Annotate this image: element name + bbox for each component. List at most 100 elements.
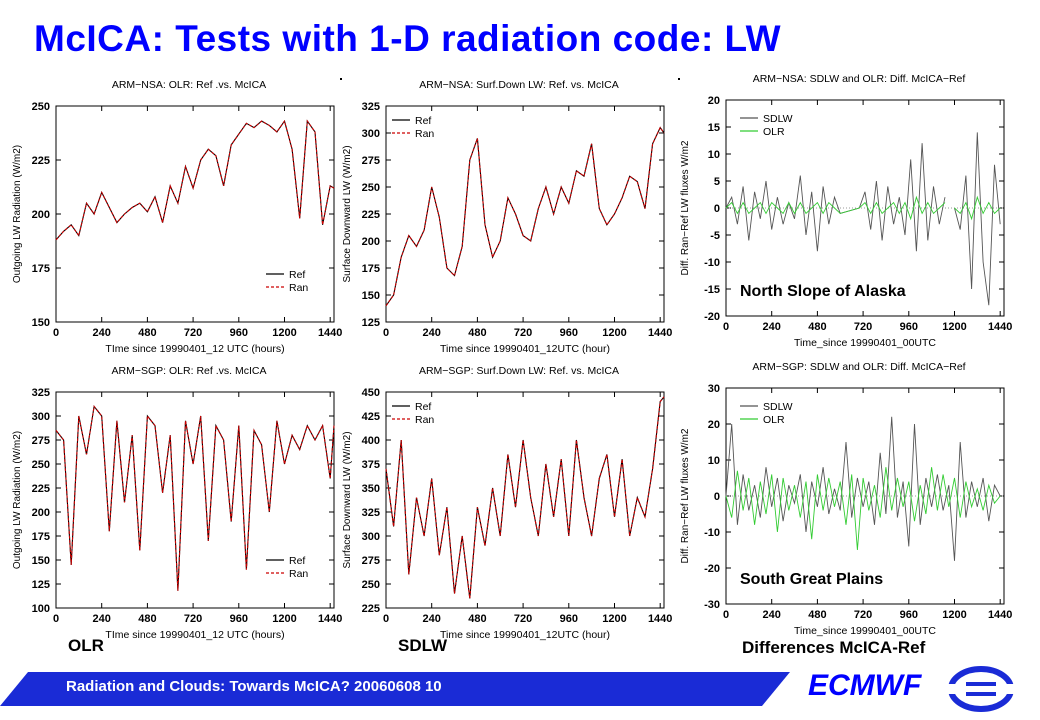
x-tick-label: 960 bbox=[900, 321, 918, 333]
legend-label-olr: OLR bbox=[763, 126, 785, 138]
chart-title: ARM−SGP: SDLW and OLR: Diff. McICA−Ref bbox=[752, 361, 965, 373]
x-tick-label: 480 bbox=[808, 321, 826, 333]
chart-title: ARM−SGP: OLR: Ref .vs. McICA bbox=[112, 365, 267, 377]
series-line-sdlw bbox=[725, 132, 1001, 306]
y-tick-label: 375 bbox=[362, 459, 380, 471]
y-tick-label: 10 bbox=[708, 455, 720, 467]
x-tick-label: 960 bbox=[560, 327, 578, 339]
y-tick-label: 200 bbox=[32, 209, 50, 221]
x-tick-label: 240 bbox=[93, 327, 111, 339]
chart-sgp-sdlw: ARM−SGP: Surf.Down LW: Ref. vs. McICA 0 24… bbox=[342, 365, 672, 641]
y-tick-label: 300 bbox=[362, 531, 380, 543]
x-tick-label: 720 bbox=[514, 327, 532, 339]
y-axis-label: Outgoing LW Radiation (W/m2) bbox=[12, 145, 23, 283]
series-line-olr bbox=[725, 195, 1001, 221]
separator-dot bbox=[678, 78, 680, 80]
series-line-ref bbox=[385, 126, 665, 307]
caption-sdlw: SDLW bbox=[398, 636, 448, 655]
legend-label-ran: Ran bbox=[415, 128, 434, 140]
slide-title: McICA: Tests with 1-D radiation code: LW bbox=[34, 18, 782, 59]
x-tick-label: 0 bbox=[723, 321, 729, 333]
y-tick-label: 325 bbox=[32, 387, 50, 399]
series-line-ran bbox=[55, 119, 335, 241]
x-tick-label: 0 bbox=[53, 613, 59, 625]
x-tick-label: 240 bbox=[423, 613, 441, 625]
x-tick-label: 720 bbox=[184, 613, 202, 625]
x-tick-label: 1440 bbox=[648, 613, 672, 625]
series-line-olr bbox=[725, 467, 1001, 551]
chart-panel-nsa-olr: ARM−NSA: OLR: Ref .vs. McICA 0 240 480 720 96… bbox=[6, 72, 346, 357]
y-tick-label: 225 bbox=[32, 155, 50, 167]
x-tick-label: 480 bbox=[138, 613, 156, 625]
series-line-ref bbox=[385, 396, 665, 599]
y-tick-label: 275 bbox=[32, 435, 50, 447]
y-tick-label: 400 bbox=[362, 435, 380, 447]
y-tick-label: 125 bbox=[32, 579, 50, 591]
x-tick-label: 0 bbox=[723, 609, 729, 621]
x-tick-label: 1440 bbox=[988, 321, 1012, 333]
x-tick-label: 1200 bbox=[942, 609, 966, 621]
series-line-ran bbox=[385, 126, 665, 307]
chart-title: ARM−NSA: Surf.Down LW: Ref. vs. McICA bbox=[419, 79, 618, 91]
y-tick-label: 0 bbox=[714, 491, 720, 503]
y-tick-label: 225 bbox=[32, 483, 50, 495]
y-tick-label: 450 bbox=[362, 387, 380, 399]
y-tick-label: 100 bbox=[32, 603, 50, 615]
x-tick-label: 240 bbox=[763, 609, 781, 621]
y-tick-label: -10 bbox=[704, 257, 720, 269]
chart-title: ARM−NSA: OLR: Ref .vs. McICA bbox=[112, 79, 266, 91]
chart-panel-sgp-diff: ARM−SGP: SDLW and OLR: Diff. McICA−Ref 0 2… bbox=[676, 354, 1016, 639]
x-tick-label: 0 bbox=[383, 613, 389, 625]
x-tick-label: 0 bbox=[53, 327, 59, 339]
y-tick-label: 300 bbox=[32, 411, 50, 423]
y-tick-label: 275 bbox=[362, 155, 380, 167]
y-axis-label: Diff. Ran−Ref LW fluxes W/m2 bbox=[680, 140, 691, 275]
y-tick-label: 0 bbox=[714, 203, 720, 215]
chart-panel-sgp-olr: ARM−SGP: OLR: Ref .vs. McICA 0 240 480 720 96… bbox=[6, 358, 346, 643]
chart-nsa-olr: ARM−NSA: OLR: Ref .vs. McICA 0 240 480 720 96… bbox=[12, 79, 342, 355]
y-tick-label: 10 bbox=[708, 149, 720, 161]
x-tick-label: 960 bbox=[560, 613, 578, 625]
legend-label-ref: Ref bbox=[415, 115, 431, 127]
chart-title: ARM−NSA: SDLW and OLR: Diff. McICA−Ref bbox=[753, 73, 966, 85]
y-axis-label: Surface Downward LW (W/m2) bbox=[342, 145, 353, 282]
separator-dot bbox=[340, 78, 342, 80]
x-tick-label: 480 bbox=[468, 327, 486, 339]
y-tick-label: -20 bbox=[704, 563, 720, 575]
footer-text: Radiation and Clouds: Towards McICA? 200… bbox=[66, 678, 442, 695]
y-tick-label: 150 bbox=[32, 317, 50, 329]
y-tick-label: 200 bbox=[32, 507, 50, 519]
x-tick-label: 1440 bbox=[648, 327, 672, 339]
x-tick-label: 720 bbox=[514, 613, 532, 625]
y-tick-label: 20 bbox=[708, 95, 720, 107]
x-axis-label: Time since 19990401_12UTC (hour) bbox=[440, 629, 610, 641]
y-tick-label: -10 bbox=[704, 527, 720, 539]
y-axis-label: Diff. Ran−Ref LW fluxes W/m2 bbox=[680, 428, 691, 563]
x-tick-label: 1440 bbox=[318, 613, 342, 625]
legend-label-ref: Ref bbox=[289, 269, 305, 281]
legend-label-ran: Ran bbox=[289, 282, 308, 294]
legend-label-ref: Ref bbox=[415, 401, 431, 413]
legend-label-ref: Ref bbox=[289, 555, 305, 567]
x-tick-label: 960 bbox=[230, 327, 248, 339]
plot-frame bbox=[385, 391, 665, 609]
chart-panel-sgp-sdlw: ARM−SGP: Surf.Down LW: Ref. vs. McICA 0 24… bbox=[336, 358, 676, 643]
y-tick-label: 20 bbox=[708, 419, 720, 431]
x-tick-label: 1200 bbox=[602, 327, 626, 339]
x-tick-label: 240 bbox=[763, 321, 781, 333]
y-tick-label: -5 bbox=[710, 230, 720, 242]
x-tick-label: 240 bbox=[423, 327, 441, 339]
x-tick-label: 1200 bbox=[602, 613, 626, 625]
y-axis-label: Surface Downward LW (W/m2) bbox=[342, 431, 353, 568]
brand-name: ECMWF bbox=[808, 669, 922, 702]
x-tick-label: 1440 bbox=[988, 609, 1012, 621]
y-tick-label: 200 bbox=[362, 236, 380, 248]
y-tick-label: 250 bbox=[362, 182, 380, 194]
x-tick-label: 720 bbox=[854, 321, 872, 333]
y-tick-label: 15 bbox=[708, 122, 720, 134]
x-tick-label: 480 bbox=[468, 613, 486, 625]
y-tick-label: 175 bbox=[32, 263, 50, 275]
region-annotation: South Great Plains bbox=[740, 571, 883, 588]
y-tick-label: 300 bbox=[362, 128, 380, 140]
legend-label-sdlw: SDLW bbox=[763, 401, 793, 413]
